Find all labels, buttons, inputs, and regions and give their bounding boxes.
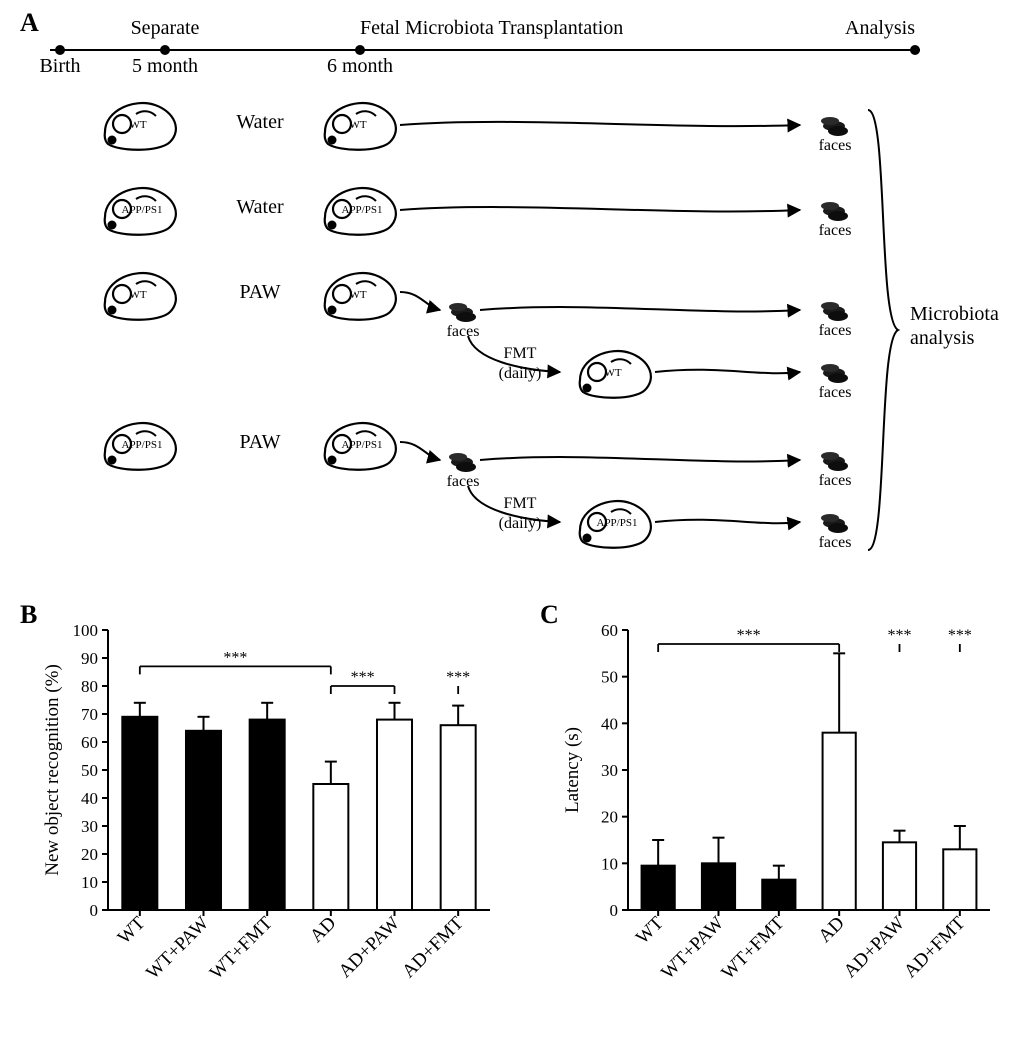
mouse-label-wt-3b: WT bbox=[349, 289, 366, 301]
daily-label-2: (daily) bbox=[499, 515, 542, 532]
timeline: Birth Separate 5 month Fetal Microbiota … bbox=[39, 17, 920, 77]
svg-text:50: 50 bbox=[601, 668, 618, 687]
faces-label-3: faces bbox=[447, 323, 480, 340]
timeline-separate: Separate bbox=[131, 17, 200, 39]
svg-text:10: 10 bbox=[601, 854, 618, 873]
faces-label-1: faces bbox=[819, 137, 852, 154]
timeline-birth: Birth bbox=[39, 55, 80, 77]
row-wt-water: WT Water WT faces bbox=[105, 103, 852, 154]
row-app-paw: APP/PS1 PAW APP/PS1 faces faces FMT (dai… bbox=[105, 423, 852, 551]
mouse-label-app-4b: APP/PS1 bbox=[342, 439, 383, 451]
svg-text:New object recognition (%): New object recognition (%) bbox=[42, 664, 63, 876]
fmt-label-2: FMT bbox=[504, 495, 537, 512]
bracket: Microbiota analysis bbox=[868, 110, 999, 550]
svg-text:***: *** bbox=[948, 627, 972, 644]
timeline-fmt: Fetal Microbiota Transplantation bbox=[360, 17, 623, 39]
faces-label-2: faces bbox=[819, 222, 852, 239]
svg-text:80: 80 bbox=[81, 677, 98, 696]
row-wt-paw: WT PAW WT faces faces FMT (daily) WT bbox=[105, 273, 852, 401]
svg-text:20: 20 bbox=[81, 845, 98, 864]
mouse-label-wt-fmt: WT bbox=[604, 367, 621, 379]
panel-c-label: C bbox=[540, 600, 559, 630]
mouse-label-wt-3: WT bbox=[129, 289, 146, 301]
svg-text:WT+PAW: WT+PAW bbox=[142, 913, 213, 984]
svg-text:WT+FMT: WT+FMT bbox=[717, 912, 788, 983]
timeline-6month: 6 month bbox=[327, 55, 393, 77]
treatment-water-2: Water bbox=[236, 196, 284, 218]
faces-label-3b: faces bbox=[819, 322, 852, 339]
treatment-water-1: Water bbox=[236, 111, 284, 133]
panel-a-svg: Birth Separate 5 month Fetal Microbiota … bbox=[20, 10, 1000, 590]
svg-text:50: 50 bbox=[81, 761, 98, 780]
svg-text:***: *** bbox=[888, 627, 912, 644]
svg-text:***: *** bbox=[351, 669, 375, 686]
svg-text:Latency (s): Latency (s) bbox=[562, 727, 583, 813]
faces-label-4: faces bbox=[447, 473, 480, 490]
svg-text:0: 0 bbox=[90, 901, 99, 920]
svg-text:WT+PAW: WT+PAW bbox=[657, 913, 728, 984]
fmt-label-1: FMT bbox=[504, 345, 537, 362]
faces-label-4b: faces bbox=[819, 472, 852, 489]
svg-text:AD: AD bbox=[306, 913, 340, 947]
svg-text:AD+FMT: AD+FMT bbox=[398, 912, 468, 982]
daily-label-1: (daily) bbox=[499, 365, 542, 382]
svg-text:60: 60 bbox=[81, 733, 98, 752]
svg-text:20: 20 bbox=[601, 808, 618, 827]
bracket-label-2: analysis bbox=[910, 327, 975, 349]
mouse-label-app-2b: APP/PS1 bbox=[342, 204, 383, 216]
bracket-label-1: Microbiota bbox=[910, 303, 999, 325]
panel-b-label: B bbox=[20, 600, 37, 630]
treatment-paw-1: PAW bbox=[239, 281, 280, 303]
svg-text:AD+PAW: AD+PAW bbox=[840, 913, 909, 982]
faces-label-4c: faces bbox=[819, 534, 852, 551]
mouse-label-app-4: APP/PS1 bbox=[122, 439, 163, 451]
mouse-label-app-fmt: APP/PS1 bbox=[597, 517, 638, 529]
row-app-water: APP/PS1 Water APP/PS1 faces bbox=[105, 188, 852, 239]
mouse-label-wt-1b: WT bbox=[349, 119, 366, 131]
svg-text:40: 40 bbox=[81, 789, 98, 808]
figure-root: A bbox=[0, 0, 1020, 1045]
svg-text:***: *** bbox=[446, 669, 470, 686]
svg-text:AD+PAW: AD+PAW bbox=[335, 913, 404, 982]
svg-text:60: 60 bbox=[601, 621, 618, 640]
timeline-5month: 5 month bbox=[132, 55, 198, 77]
svg-text:30: 30 bbox=[601, 761, 618, 780]
svg-text:10: 10 bbox=[81, 873, 98, 892]
panel-b-chart: 0 10 20 30 40 50 60 70 80 90 100 New object recogni… bbox=[40, 620, 500, 1040]
svg-text:40: 40 bbox=[601, 714, 618, 733]
panel-b-svg: 0 10 20 30 40 50 60 70 80 90 100 New object recogni… bbox=[40, 620, 500, 1040]
svg-text:WT: WT bbox=[632, 912, 668, 948]
svg-text:0: 0 bbox=[610, 901, 619, 920]
mouse-label-app-2: APP/PS1 bbox=[122, 204, 163, 216]
mouse-label-wt-1: WT bbox=[129, 119, 146, 131]
svg-text:WT: WT bbox=[114, 912, 150, 948]
timeline-analysis: Analysis bbox=[845, 17, 915, 39]
panel-c-chart: 0 10 20 30 40 50 60 Latency (s) WTWT+PAWWT+FMT AD… bbox=[560, 620, 1000, 1040]
svg-text:70: 70 bbox=[81, 705, 98, 724]
panel-a-diagram: Birth Separate 5 month Fetal Microbiota … bbox=[20, 10, 1000, 590]
svg-text:AD+FMT: AD+FMT bbox=[900, 912, 970, 982]
panel-c-svg: 0 10 20 30 40 50 60 Latency (s) WTWT+PAWWT+FMT AD… bbox=[560, 620, 1000, 1040]
faces-label-3c: faces bbox=[819, 384, 852, 401]
svg-text:AD: AD bbox=[814, 913, 848, 947]
svg-text:30: 30 bbox=[81, 817, 98, 836]
treatment-paw-2: PAW bbox=[239, 431, 280, 453]
svg-text:90: 90 bbox=[81, 649, 98, 668]
svg-text:100: 100 bbox=[73, 621, 99, 640]
svg-text:WT+FMT: WT+FMT bbox=[206, 912, 277, 983]
svg-text:***: *** bbox=[223, 649, 247, 666]
svg-text:***: *** bbox=[737, 627, 761, 644]
